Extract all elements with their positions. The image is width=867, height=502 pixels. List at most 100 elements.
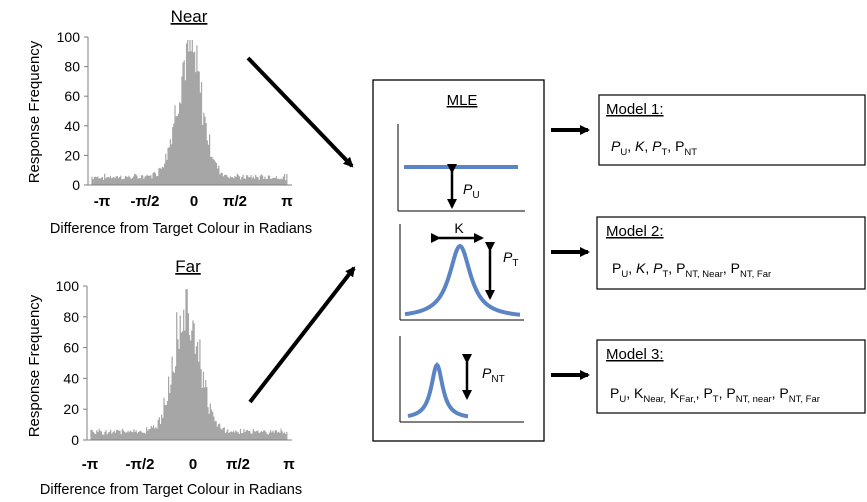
- pnt-label: PNT: [482, 365, 505, 385]
- ytick-label: 80: [64, 59, 80, 75]
- pu-label: PU: [463, 181, 480, 201]
- param-symbol: P: [726, 385, 735, 401]
- param-symbol: K: [634, 385, 644, 401]
- mle-plot-uniform: PU: [397, 124, 525, 212]
- param-subscript: Near,: [643, 394, 666, 405]
- xtick-label: -π/2: [131, 193, 160, 210]
- model-3-params: PU, KNear, KFar,, PT, PNT, near, PNT, Fa…: [610, 385, 820, 405]
- histogram-bars-shape: [91, 39, 288, 185]
- param-separator: ,: [644, 138, 652, 154]
- ytick-label: 0: [71, 432, 79, 448]
- param-subscript: NT, Near: [685, 269, 722, 280]
- histogram-near-yticks: 0 20 40 60 80 100: [57, 29, 88, 193]
- param-subscript: T: [662, 269, 668, 280]
- param-subscript: NT, near: [736, 394, 772, 405]
- param-separator: ,: [626, 385, 634, 401]
- param-subscript: NT: [684, 147, 697, 158]
- histogram-far-xticks: -π -π/2 0 π/2 π: [82, 456, 296, 473]
- param-symbol: P: [676, 260, 685, 276]
- histogram-near-title: Near: [171, 7, 208, 26]
- param-symbol: P: [611, 138, 621, 154]
- xtick-label: 0: [190, 193, 198, 210]
- ytick-label: 40: [63, 370, 79, 386]
- pt-label: PT: [503, 249, 518, 269]
- mle-plot-nontarget: PNT: [399, 336, 524, 423]
- histogram-near-xlabel: Difference from Target Colour in Radians: [50, 221, 312, 237]
- param-symbol: K: [670, 385, 680, 401]
- param-subscript: U: [621, 269, 628, 280]
- param-symbol: P: [703, 385, 712, 401]
- xtick-label: -π/2: [126, 456, 155, 473]
- ytick-label: 60: [63, 340, 79, 356]
- param-subscript: U: [620, 147, 627, 158]
- model-1-frame: [598, 94, 866, 166]
- param-symbol: P: [652, 138, 662, 154]
- param-separator: ,: [723, 260, 731, 276]
- param-symbol: P: [653, 260, 663, 276]
- param-separator: ,: [696, 385, 704, 401]
- mle-plot-target: K PT: [399, 220, 524, 321]
- model-3-title: Model 3:: [606, 346, 664, 363]
- ytick-label: 60: [64, 88, 80, 104]
- param-symbol: P: [731, 260, 740, 276]
- model-3-frame: [596, 339, 866, 414]
- k-label: K: [454, 220, 464, 236]
- model-1-title: Model 1:: [606, 101, 664, 118]
- arrow-far-to-mle: [248, 266, 356, 404]
- histogram-far-bars: [90, 289, 288, 440]
- model-1-box: Model 1: PU, K, PT, PNT: [598, 94, 866, 166]
- model-1-params: PU, K, PT, PNT: [611, 138, 697, 158]
- histogram-near-ylabel: Response Frequency: [26, 40, 43, 183]
- histogram-far-xlabel: Difference from Target Colour in Radians: [40, 482, 302, 498]
- ytick-label: 100: [57, 29, 81, 45]
- param-separator: ,: [645, 260, 653, 276]
- param-subscript: NT, Far: [740, 269, 771, 280]
- target-curve: [404, 243, 521, 317]
- xtick-label: π/2: [226, 456, 250, 473]
- xtick-label: π: [283, 456, 295, 473]
- mle-box: [372, 79, 545, 442]
- param-subscript: T: [713, 394, 719, 405]
- histogram-near-bars: [91, 39, 288, 185]
- param-separator: ,: [772, 385, 780, 401]
- ytick-label: 100: [56, 278, 80, 294]
- param-symbol: P: [675, 138, 684, 154]
- ytick-label: 20: [64, 147, 80, 163]
- param-subscript: T: [661, 147, 667, 158]
- xtick-label: π/2: [223, 193, 247, 210]
- param-symbol: P: [612, 260, 621, 276]
- histogram-far-yticks: 0 20 40 60 80 100: [56, 278, 87, 448]
- histogram-far-ylabel: Response Frequency: [26, 294, 43, 437]
- model-2-box: Model 2: PU, K, PT, PNT, Near, PNT, Far: [596, 216, 866, 290]
- param-subscript: Far,: [679, 394, 695, 405]
- xtick-label: 0: [189, 456, 197, 473]
- ytick-label: 80: [63, 309, 79, 325]
- param-separator: ,: [719, 385, 727, 401]
- mle-title: MLE: [447, 92, 478, 109]
- nontarget-curve: [407, 362, 469, 419]
- histogram-bars-shape: [90, 289, 288, 440]
- ytick-label: 0: [72, 177, 80, 193]
- xtick-label: -π: [82, 456, 99, 473]
- mle-panel: MLE PU K PT PNT: [372, 79, 545, 442]
- histogram-far-title: Far: [175, 257, 201, 276]
- xtick-label: π: [281, 193, 293, 210]
- param-subscript: U: [619, 394, 626, 405]
- model-2-frame: [596, 216, 866, 290]
- arrow-near-to-mle: [246, 56, 354, 168]
- param-subscript: NT, Far: [789, 394, 820, 405]
- param-symbol: P: [610, 385, 619, 401]
- ytick-label: 20: [63, 401, 79, 417]
- model-3-box: Model 3: PU, KNear, KFar,, PT, PNT, near…: [596, 339, 866, 414]
- histogram-near-xticks: -π -π/2 0 π/2 π: [94, 193, 294, 210]
- param-separator: ,: [628, 260, 636, 276]
- param-separator: ,: [668, 260, 676, 276]
- xtick-label: -π: [94, 193, 111, 210]
- param-symbol: P: [779, 385, 788, 401]
- param-symbol: K: [635, 138, 645, 154]
- param-separator: ,: [627, 138, 635, 154]
- param-symbol: K: [636, 260, 646, 276]
